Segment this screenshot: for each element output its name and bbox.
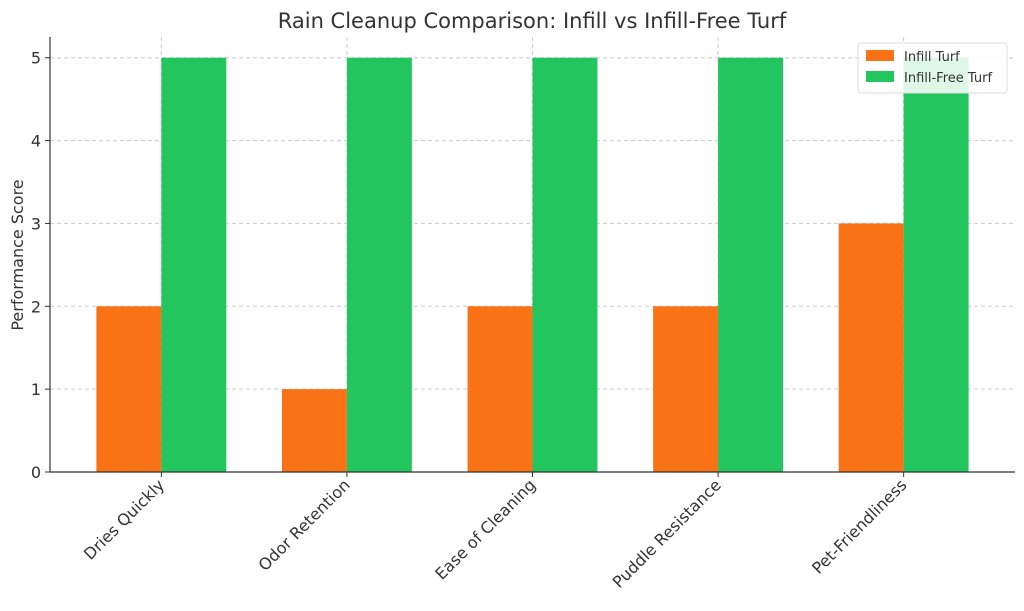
y-tick-label: 5 [31,49,41,68]
bar-infill-free-4 [903,57,969,472]
axes [45,37,1015,477]
legend: Infill Turf Infill-Free Turf [857,42,1008,94]
bar-infill-free-2 [532,57,598,472]
y-tick-label: 2 [31,297,41,316]
y-tick-label: 1 [31,380,41,399]
y-axis-label: Performance Score [8,179,27,330]
bar-infill-1 [281,389,347,472]
y-tick-labels: 0 1 2 3 4 5 [31,49,41,482]
y-tick-label: 3 [31,214,41,233]
legend-label: Infill-Free Turf [904,71,992,86]
bar-infill-3 [653,306,719,472]
bars [96,57,969,472]
chart-title: Rain Cleanup Comparison: Infill vs Infil… [278,9,787,33]
legend-box [857,42,1008,94]
bar-infill-free-0 [161,57,227,472]
y-tick-label: 4 [31,132,41,151]
x-tick-label: Odor Retention [255,475,354,574]
legend-swatch [866,50,894,61]
legend-label: Infill Turf [904,50,960,65]
legend-swatch [866,71,894,82]
x-tick-label: Pet-Friendliness [808,475,910,577]
bar-infill-4 [838,223,904,472]
x-tick-label: Ease of Cleaning [431,475,539,583]
bar-infill-2 [467,306,533,472]
x-tick-label: Puddle Resistance [609,475,725,591]
bar-infill-free-1 [346,57,412,472]
bar-infill-0 [96,306,162,472]
x-tick-labels: Dries Quickly Odor Retention Ease of Clean… [80,475,911,591]
y-tick-label: 0 [31,463,41,482]
bar-infill-free-3 [718,57,784,472]
x-tick-label: Dries Quickly [80,475,168,563]
